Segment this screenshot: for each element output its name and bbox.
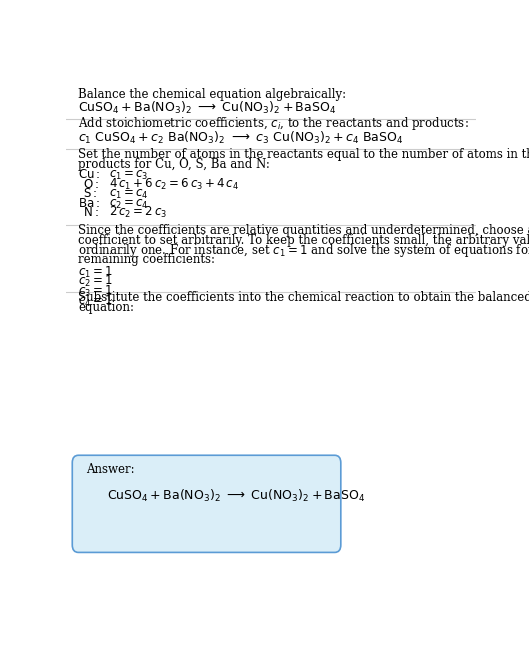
Text: $c_4 = 1$: $c_4 = 1$ bbox=[78, 294, 113, 309]
FancyBboxPatch shape bbox=[72, 455, 341, 553]
Text: $\mathrm{Cu:}$: $\mathrm{Cu:}$ bbox=[78, 168, 101, 181]
Text: Substitute the coefficients into the chemical reaction to obtain the balanced: Substitute the coefficients into the che… bbox=[78, 291, 529, 304]
Text: $c_2 = 1$: $c_2 = 1$ bbox=[78, 274, 113, 289]
Text: $c_1\ \mathrm{CuSO_4} + c_2\ \mathrm{Ba(NO_3)_2}\ \longrightarrow\ c_3\ \mathrm{: $c_1\ \mathrm{CuSO_4} + c_2\ \mathrm{Ba(… bbox=[78, 129, 404, 146]
Text: ordinarily one. For instance, set $c_1 = 1$ and solve the system of equations fo: ordinarily one. For instance, set $c_1 =… bbox=[78, 241, 529, 259]
Text: $\mathrm{Ba:}$: $\mathrm{Ba:}$ bbox=[78, 197, 101, 210]
Text: $\mathrm{CuSO_4 + Ba(NO_3)_2\ \longrightarrow\ Cu(NO_3)_2 + BaSO_4}$: $\mathrm{CuSO_4 + Ba(NO_3)_2\ \longright… bbox=[78, 100, 336, 116]
Text: remaining coefficients:: remaining coefficients: bbox=[78, 254, 215, 267]
Text: $\mathrm{N:}$: $\mathrm{N:}$ bbox=[84, 206, 99, 219]
Text: coefficient to set arbitrarily. To keep the coefficients small, the arbitrary va: coefficient to set arbitrarily. To keep … bbox=[78, 234, 529, 247]
Text: Balance the chemical equation algebraically:: Balance the chemical equation algebraica… bbox=[78, 87, 346, 100]
Text: $c_2 = c_4$: $c_2 = c_4$ bbox=[109, 198, 149, 211]
Text: $c_3 = 1$: $c_3 = 1$ bbox=[78, 284, 113, 300]
Text: $\mathrm{O:}$: $\mathrm{O:}$ bbox=[84, 178, 99, 191]
Text: $\mathrm{CuSO_4 + Ba(NO_3)_2\ \longrightarrow\ Cu(NO_3)_2 + BaSO_4}$: $\mathrm{CuSO_4 + Ba(NO_3)_2\ \longright… bbox=[107, 488, 365, 504]
Text: $4\,c_1 + 6\,c_2 = 6\,c_3 + 4\,c_4$: $4\,c_1 + 6\,c_2 = 6\,c_3 + 4\,c_4$ bbox=[109, 177, 239, 192]
Text: equation:: equation: bbox=[78, 301, 134, 314]
Text: $c_1 = c_4$: $c_1 = c_4$ bbox=[109, 188, 149, 201]
Text: $\mathrm{S:}$: $\mathrm{S:}$ bbox=[84, 187, 98, 200]
Text: $c_1 = 1$: $c_1 = 1$ bbox=[78, 265, 113, 280]
Text: Answer:: Answer: bbox=[86, 463, 134, 476]
Text: $c_1 = c_3$: $c_1 = c_3$ bbox=[109, 170, 149, 182]
Text: Add stoichiometric coefficients, $c_i$, to the reactants and products:: Add stoichiometric coefficients, $c_i$, … bbox=[78, 115, 469, 133]
Text: products for Cu, O, S, Ba and N:: products for Cu, O, S, Ba and N: bbox=[78, 159, 270, 171]
Text: Since the coefficients are relative quantities and underdetermined, choose a: Since the coefficients are relative quan… bbox=[78, 224, 529, 237]
Text: Set the number of atoms in the reactants equal to the number of atoms in the: Set the number of atoms in the reactants… bbox=[78, 148, 529, 161]
Text: $2\,c_2 = 2\,c_3$: $2\,c_2 = 2\,c_3$ bbox=[109, 205, 167, 220]
